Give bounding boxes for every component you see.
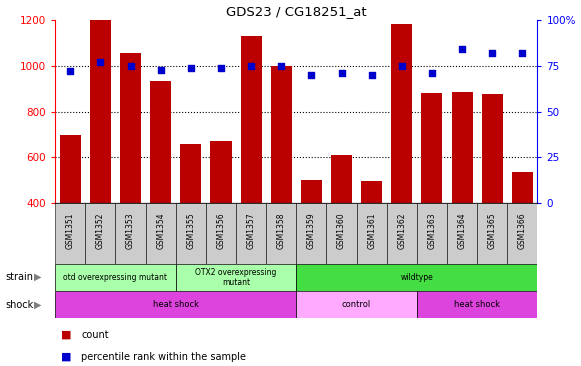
Bar (206, 203, 236, 264)
Text: strain: strain (6, 272, 34, 282)
Point (96, 59, 105, 65)
Bar (447, 203, 477, 264)
Text: GSM1358: GSM1358 (277, 212, 286, 249)
Point (66, 68, 75, 74)
Point (457, 46, 467, 52)
Text: shock: shock (6, 300, 34, 310)
Bar (241, 36, 261, 203)
Point (518, 50, 527, 56)
Bar (417, 203, 447, 264)
Bar (301, 180, 322, 203)
Bar (507, 203, 537, 264)
Text: GSM1353: GSM1353 (126, 212, 135, 249)
Bar (146, 203, 176, 264)
Point (246, 63, 256, 69)
Bar (266, 203, 296, 264)
Text: GSM1354: GSM1354 (156, 212, 165, 249)
Point (307, 72, 316, 78)
Text: OTX2 overexpressing
mutant: OTX2 overexpressing mutant (195, 268, 277, 287)
Bar (180, 143, 202, 203)
Text: ■: ■ (61, 352, 71, 362)
Text: otd overexpressing mutant: otd overexpressing mutant (63, 273, 167, 282)
Text: GSM1351: GSM1351 (66, 212, 75, 249)
Bar (85, 203, 116, 264)
Text: GSM1364: GSM1364 (458, 212, 467, 249)
Bar (120, 53, 141, 203)
Text: GSM1362: GSM1362 (397, 212, 406, 249)
Bar (236, 203, 266, 264)
Text: ▶: ▶ (34, 300, 41, 310)
Point (186, 65, 195, 71)
Text: GSM1356: GSM1356 (217, 212, 225, 249)
Bar (331, 155, 352, 203)
Bar (451, 92, 472, 203)
Point (337, 70, 346, 76)
Bar (417, 291, 537, 318)
Text: GSM1359: GSM1359 (307, 212, 316, 249)
Title: GDS23 / CG18251_at: GDS23 / CG18251_at (226, 4, 367, 18)
Bar (357, 203, 387, 264)
Bar (477, 203, 507, 264)
Point (277, 63, 286, 69)
Bar (60, 134, 81, 203)
Bar (150, 81, 171, 203)
Bar (327, 203, 357, 264)
Bar (271, 66, 292, 203)
Bar (90, 20, 111, 203)
Text: heat shock: heat shock (454, 300, 500, 309)
Bar (361, 182, 382, 203)
Bar (55, 264, 176, 291)
Text: wildtype: wildtype (400, 273, 433, 282)
Bar (391, 23, 413, 203)
Bar (176, 264, 296, 291)
Bar (296, 203, 327, 264)
Bar (296, 264, 537, 291)
Text: GSM1357: GSM1357 (246, 212, 256, 249)
Text: ▶: ▶ (34, 272, 41, 282)
Text: GSM1360: GSM1360 (337, 212, 346, 249)
Point (156, 67, 166, 72)
Bar (387, 203, 417, 264)
Point (397, 63, 407, 69)
Text: GSM1352: GSM1352 (96, 212, 105, 249)
Bar (296, 291, 417, 318)
Text: count: count (81, 330, 109, 340)
Point (216, 65, 225, 71)
Text: heat shock: heat shock (153, 300, 199, 309)
Bar (421, 93, 443, 203)
Point (427, 70, 436, 76)
Text: ■: ■ (61, 330, 71, 340)
Text: GSM1361: GSM1361 (367, 212, 376, 249)
Text: GSM1355: GSM1355 (187, 212, 195, 249)
Bar (176, 203, 206, 264)
Text: GSM1365: GSM1365 (487, 212, 497, 249)
Bar (116, 203, 146, 264)
Text: control: control (342, 300, 371, 309)
Bar (55, 203, 85, 264)
Bar (512, 172, 533, 203)
Bar (210, 141, 231, 203)
Point (367, 72, 376, 78)
Bar (482, 94, 503, 203)
Point (487, 50, 497, 56)
Point (126, 63, 135, 69)
Text: GSM1366: GSM1366 (518, 212, 527, 249)
Bar (55, 291, 296, 318)
Text: percentile rank within the sample: percentile rank within the sample (81, 352, 246, 362)
Text: GSM1363: GSM1363 (428, 212, 436, 249)
